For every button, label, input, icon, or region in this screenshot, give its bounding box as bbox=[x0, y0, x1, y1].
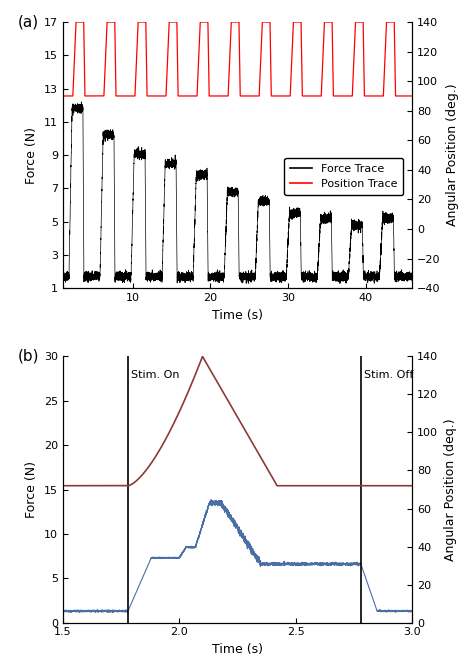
Legend: Force Trace, Position Trace: Force Trace, Position Trace bbox=[284, 158, 403, 195]
Text: Stim. On: Stim. On bbox=[131, 370, 180, 380]
Y-axis label: Force (N): Force (N) bbox=[25, 461, 38, 518]
Text: (b): (b) bbox=[18, 348, 39, 364]
Y-axis label: Force (N): Force (N) bbox=[25, 127, 38, 184]
Text: Stim. Off: Stim. Off bbox=[365, 370, 414, 380]
Y-axis label: Angular Position (deq.): Angular Position (deq.) bbox=[444, 418, 456, 561]
X-axis label: Time (s): Time (s) bbox=[212, 309, 263, 321]
X-axis label: Time (s): Time (s) bbox=[212, 643, 263, 656]
Text: (a): (a) bbox=[18, 14, 38, 29]
Y-axis label: Angular Position (deg.): Angular Position (deg.) bbox=[446, 84, 459, 226]
